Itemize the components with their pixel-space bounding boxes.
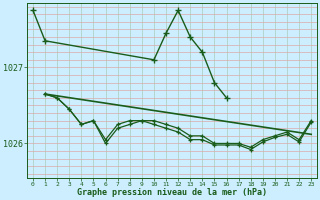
X-axis label: Graphe pression niveau de la mer (hPa): Graphe pression niveau de la mer (hPa) <box>77 188 267 197</box>
